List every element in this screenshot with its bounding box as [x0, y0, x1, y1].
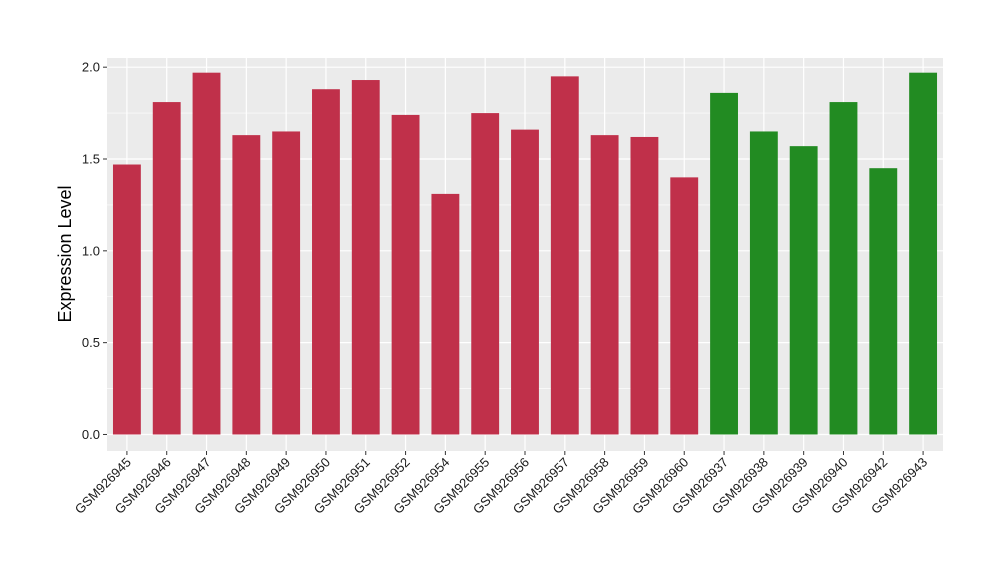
bar-GSM926942	[869, 168, 898, 435]
bar-GSM926954	[431, 193, 460, 435]
y-tick-label: 1.5	[82, 152, 100, 167]
y-tick-label: 2.0	[82, 60, 100, 75]
bar-GSM926959	[630, 136, 659, 435]
bar-GSM926955	[471, 113, 500, 435]
bar-GSM926947	[192, 72, 221, 435]
y-tick-label: 1.0	[82, 243, 100, 258]
bar-GSM926937	[710, 92, 738, 435]
bar-GSM926938	[749, 131, 778, 435]
bar-GSM926960	[670, 177, 699, 435]
bar-GSM926957	[550, 76, 579, 435]
bar-GSM926950	[312, 89, 340, 435]
bar-GSM926951	[351, 80, 380, 435]
bar-GSM926958	[590, 135, 619, 435]
bars	[112, 72, 938, 435]
bar-GSM926945	[112, 164, 141, 435]
bar-GSM926939	[789, 146, 818, 435]
bar-GSM926943	[909, 72, 938, 435]
y-axis-title: Expression Level	[55, 185, 75, 322]
bar-GSM926956	[511, 129, 539, 435]
bar-GSM926949	[272, 131, 301, 435]
x-axis: GSM926945GSM926946GSM926947GSM926948GSM9…	[72, 451, 930, 517]
y-tick-label: 0.5	[82, 335, 100, 350]
bar-GSM926940	[829, 102, 858, 435]
y-tick-label: 0.0	[82, 427, 100, 442]
bar-GSM926952	[391, 114, 420, 435]
y-axis: 0.0 0.5 1.0 1.5 2.0	[82, 60, 107, 442]
bar-GSM926946	[152, 102, 181, 435]
bar-GSM926948	[232, 135, 261, 435]
